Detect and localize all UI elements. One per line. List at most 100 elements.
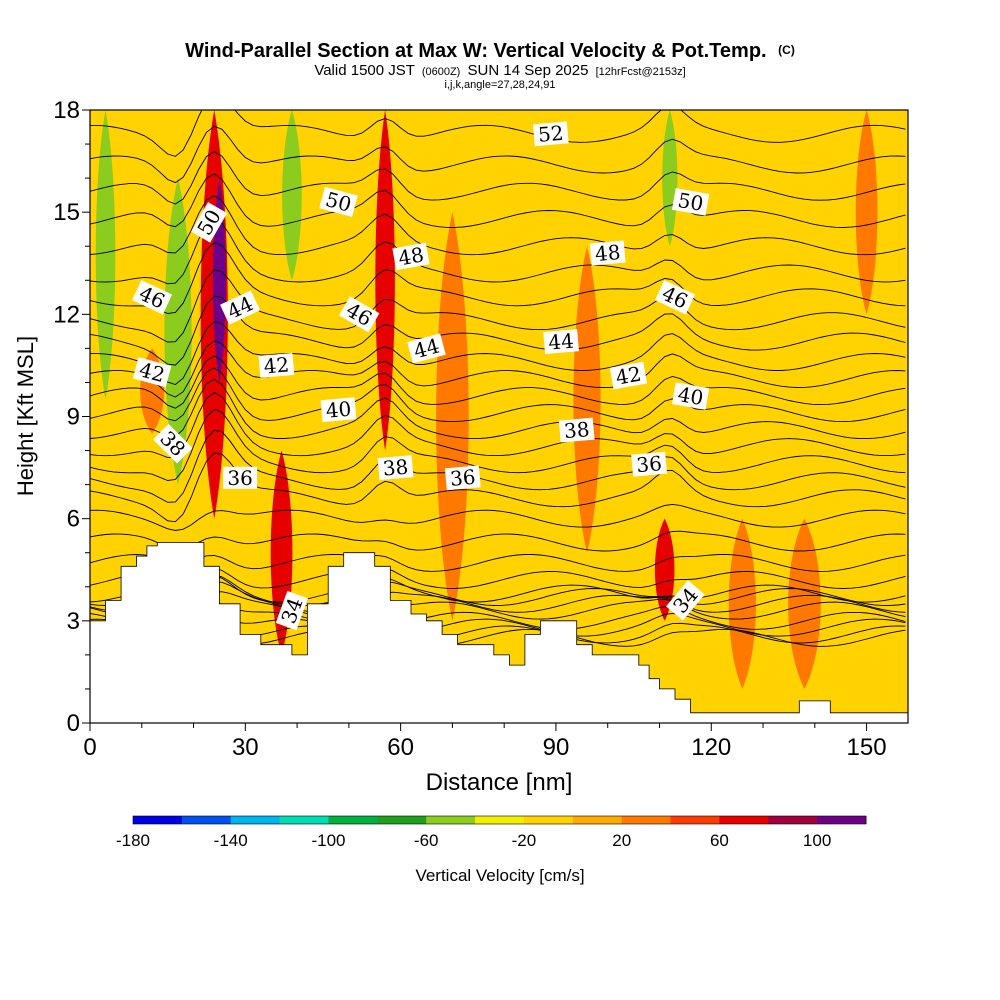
potential-temperature-contours (90, 110, 906, 647)
w-band-0 (95, 110, 116, 400)
contour-label-box (543, 329, 579, 355)
contour-label-box (654, 280, 696, 315)
contour-label-19: 38 (558, 417, 595, 443)
colorbar-swatch-11 (670, 816, 720, 824)
contour-label-box (377, 455, 414, 481)
subtitle-valid-time: Valid 1500 JST (314, 62, 414, 79)
isentrope-7 (90, 574, 906, 603)
contour-label-text: 52 (537, 121, 564, 147)
colorbar-frame (132, 815, 867, 825)
y-tick-label-0: 0 (67, 710, 80, 737)
contour-label-0: 52 (532, 121, 569, 147)
colorbar-tick-label-3: -60 (414, 831, 439, 850)
isentrope-27 (90, 151, 906, 205)
w-band-12 (654, 518, 675, 621)
terrain-mask (90, 542, 908, 723)
contour-label-text: 38 (563, 417, 590, 443)
contour-label-box (191, 202, 228, 243)
w-band-13 (728, 518, 756, 689)
contour-label-14: 42 (609, 361, 648, 390)
y-tick-label-5: 15 (53, 199, 80, 226)
chart-title-mark: (C) (778, 43, 795, 57)
chart-title: Wind-Parallel Section at Max W: Vertical… (185, 40, 795, 62)
colorbar-swatch-6 (426, 816, 476, 824)
contour-label-box (532, 121, 569, 147)
colorbar-swatch-2 (230, 816, 281, 824)
contour-label-box (320, 397, 357, 423)
contour-label-text: 36 (227, 466, 252, 490)
contour-label-box (392, 242, 430, 271)
y-tick-label-1: 3 (67, 608, 80, 635)
isentrope-19 (90, 340, 906, 398)
colorbar-tick-label-0: -180 (116, 831, 150, 850)
colorbar-swatch-12 (719, 816, 769, 824)
colorbar-swatch-8 (523, 816, 574, 824)
contour-label-16: 40 (671, 382, 710, 410)
isentrope-26 (90, 173, 906, 228)
x-tick-label-3: 90 (543, 734, 570, 761)
contour-label-21: 36 (444, 465, 481, 491)
contour-label-box (223, 466, 258, 489)
isentrope-13 (90, 429, 906, 503)
contour-label-18: 38 (377, 455, 414, 481)
colorbar-swatch-10 (621, 816, 672, 824)
x-axis-label: Distance [nm] (426, 769, 573, 796)
contour-label-text: 44 (547, 329, 574, 355)
x-tick-label-4: 120 (691, 734, 731, 761)
isentrope-5 (90, 581, 906, 613)
contour-label-text: 50 (676, 188, 705, 216)
contour-label-text: 42 (614, 362, 643, 390)
x-tick-label-1: 30 (232, 734, 259, 761)
colorbar-tick-label-7: 100 (803, 831, 831, 850)
y-axis-label: Height [Kft MSL] (13, 336, 38, 496)
isentrope-20 (90, 321, 906, 386)
colorbar: -180 -140 -100 -60 -20 20 60 100 (116, 815, 867, 850)
contour-label-text: 36 (635, 451, 662, 477)
colorbar-label: Vertical Velocity [cm/s] (415, 866, 584, 885)
contour-label-box (275, 590, 309, 631)
w-band-7 (375, 110, 395, 451)
colorbar-swatch-9 (572, 816, 623, 824)
y-tick-label-3: 9 (67, 404, 80, 431)
contour-label-box (338, 296, 380, 333)
colorbar-swatch-0 (133, 816, 183, 824)
isentrope-23 (90, 241, 906, 314)
contour-label-box (609, 361, 648, 390)
chart-title-text: Wind-Parallel Section at Max W: Vertical… (185, 40, 766, 62)
contour-label-box (631, 451, 667, 477)
isentrope-10 (90, 530, 906, 552)
colorbar-swatch-14 (817, 816, 867, 824)
isentrope-17 (90, 367, 906, 423)
isentrope-4 (90, 591, 906, 623)
chart-subtitle: Valid 1500 JST (0600Z) SUN 14 Sep 2025 [… (314, 62, 685, 79)
colorbar-swatch-1 (181, 816, 232, 824)
contour-label-2: 50 (319, 186, 358, 217)
y-tick-label-4: 12 (53, 301, 80, 328)
isentrope-14 (90, 408, 906, 481)
colorbar-swatch-13 (768, 816, 818, 824)
contour-label-box (153, 423, 193, 464)
contour-label-text: 36 (449, 465, 476, 491)
contour-label-box (589, 240, 626, 266)
subtitle-utc-time: (0600Z) (422, 66, 461, 78)
colorbar-tick-label-6: 60 (710, 831, 729, 850)
contour-label-box (319, 186, 358, 217)
colorbar-swatch-4 (328, 816, 378, 824)
isentrope-12 (90, 452, 906, 523)
y-tick-label-2: 6 (67, 506, 80, 533)
isentrope-15 (90, 391, 906, 459)
subtitle-date: SUN 14 Sep 2025 (468, 62, 589, 79)
contour-label-20: 36 (223, 466, 258, 490)
contour-label-15: 40 (320, 397, 357, 423)
colorbar-swatch-5 (377, 816, 427, 824)
isentrope-6 (90, 574, 906, 606)
isentrope-16 (90, 378, 906, 440)
w-band-11 (662, 110, 678, 247)
isentrope-25 (90, 194, 906, 256)
colorbar-tick-label-2: -100 (311, 831, 345, 850)
x-tick-label-5: 150 (847, 734, 887, 761)
y-tick-label-6: 18 (53, 97, 80, 124)
isentrope-8 (90, 566, 906, 589)
